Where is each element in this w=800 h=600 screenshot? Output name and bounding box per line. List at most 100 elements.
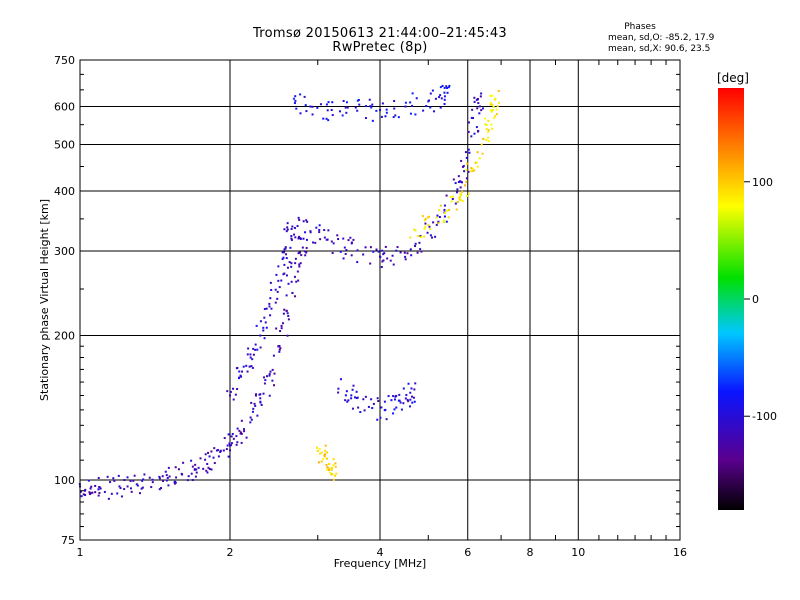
echo-point xyxy=(434,97,437,100)
echo-point xyxy=(259,334,262,337)
echo-point xyxy=(443,204,446,207)
echo-point xyxy=(473,132,476,135)
echo-point xyxy=(404,105,407,108)
echo-point xyxy=(454,182,457,185)
echo-point xyxy=(132,479,135,482)
echo-point xyxy=(151,481,154,484)
echo-point xyxy=(345,101,348,104)
echo-point xyxy=(119,487,122,490)
echo-point xyxy=(384,245,387,248)
echo-point xyxy=(465,156,468,159)
echo-point xyxy=(369,246,372,249)
echo-point xyxy=(88,491,91,494)
echo-point xyxy=(256,414,259,417)
echo-point xyxy=(432,221,435,224)
echo-point xyxy=(470,116,473,119)
echo-point xyxy=(148,476,151,479)
echo-point xyxy=(441,84,444,87)
echo-point xyxy=(174,481,177,484)
echo-point xyxy=(465,168,468,171)
echo-point xyxy=(97,476,100,479)
echo-point xyxy=(298,263,301,266)
echo-point xyxy=(429,234,432,237)
echo-point xyxy=(246,370,249,373)
echo-point xyxy=(318,447,321,450)
echo-point xyxy=(129,487,132,490)
echo-point xyxy=(467,148,470,151)
echo-point xyxy=(314,241,317,244)
y-tick-label: 500 xyxy=(54,139,75,152)
echo-point xyxy=(309,105,312,108)
echo-point xyxy=(429,106,432,109)
echo-point xyxy=(319,103,322,106)
echo-point xyxy=(174,466,177,469)
x-tick-label: 1 xyxy=(77,546,84,559)
echo-point xyxy=(239,432,242,435)
echo-point xyxy=(311,105,314,108)
echo-point xyxy=(193,468,196,471)
echo-point xyxy=(323,229,326,232)
echo-point xyxy=(303,95,306,98)
echo-point xyxy=(485,127,488,130)
echo-point xyxy=(250,401,253,404)
echo-point xyxy=(90,485,93,488)
echo-point xyxy=(194,475,197,478)
echo-point xyxy=(470,170,473,173)
echo-point xyxy=(283,263,286,266)
echo-point xyxy=(412,396,415,399)
echo-point xyxy=(339,110,342,113)
echo-point xyxy=(393,107,396,110)
echo-point xyxy=(413,228,416,231)
echo-point xyxy=(259,397,262,400)
echo-point xyxy=(242,428,245,431)
echo-point xyxy=(275,273,278,276)
echo-point xyxy=(268,302,271,305)
echo-point xyxy=(407,382,410,385)
echo-point xyxy=(286,334,289,337)
echo-point xyxy=(489,101,492,104)
echo-point xyxy=(463,170,466,173)
echo-point xyxy=(301,246,304,249)
echo-point xyxy=(466,162,469,165)
echo-point xyxy=(319,238,322,241)
echo-point xyxy=(426,216,429,219)
echo-point xyxy=(116,492,119,495)
echo-point xyxy=(262,329,265,332)
echo-point xyxy=(282,256,285,259)
echo-point xyxy=(322,117,325,120)
echo-point xyxy=(277,279,280,282)
echo-point xyxy=(223,437,226,440)
echo-point xyxy=(281,258,284,261)
echo-point xyxy=(161,475,164,478)
echo-point xyxy=(103,490,106,493)
echo-point xyxy=(344,106,347,109)
echo-point xyxy=(424,218,427,221)
echo-point xyxy=(466,195,469,198)
echo-point xyxy=(476,151,479,154)
echo-point xyxy=(461,181,464,184)
echo-point xyxy=(405,393,408,396)
echo-point xyxy=(120,495,123,498)
echo-point xyxy=(404,397,407,400)
echo-point xyxy=(487,129,490,132)
echo-point xyxy=(474,161,477,164)
echo-point xyxy=(351,407,354,410)
echo-point xyxy=(230,444,233,447)
echo-point xyxy=(290,280,293,283)
echo-point xyxy=(327,101,330,104)
echo-point xyxy=(97,494,100,497)
echo-point xyxy=(371,407,374,410)
echo-point xyxy=(443,98,446,101)
echo-point xyxy=(227,455,230,458)
echo-point xyxy=(438,209,441,212)
echo-point xyxy=(197,466,200,469)
echo-point xyxy=(273,372,276,375)
echo-point xyxy=(268,305,271,308)
echo-point xyxy=(167,484,170,487)
echo-point xyxy=(249,353,252,356)
echo-point xyxy=(107,497,110,500)
echo-point xyxy=(274,301,277,304)
echo-point xyxy=(316,449,319,452)
echo-point xyxy=(438,216,441,219)
echo-point xyxy=(290,237,293,240)
